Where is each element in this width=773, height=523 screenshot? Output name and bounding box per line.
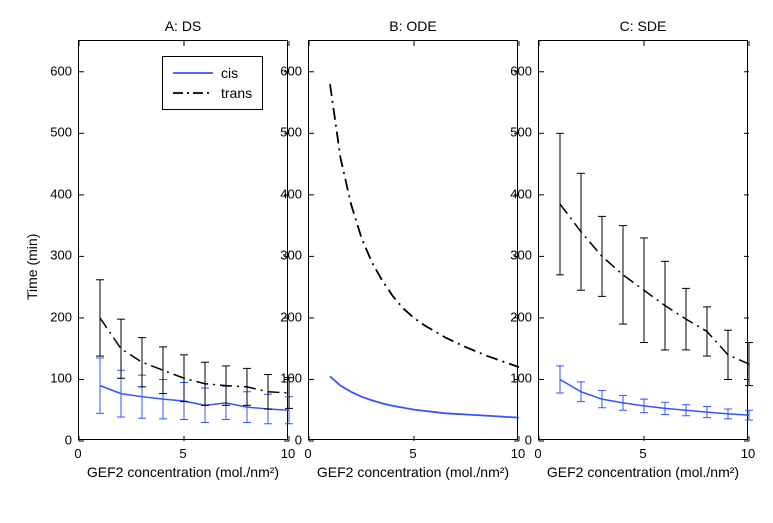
panel-a-title: A: DS (78, 18, 288, 34)
panel-c-axes (538, 40, 748, 440)
ytick-label: 200 (50, 309, 78, 324)
ytick-label: 600 (50, 63, 78, 78)
ytick-label: 400 (50, 186, 78, 201)
panel-a-xlabel: GEF2 concentration (mol./nm²) (78, 464, 288, 480)
figure: Time (min) A: DS GEF2 concentration (mol… (0, 0, 773, 523)
legend: cis trans (162, 56, 263, 110)
legend-label-trans: trans (221, 85, 252, 101)
panel-b-title: B: ODE (308, 18, 518, 34)
y-axis-label: Time (min) (24, 234, 40, 300)
ytick-label: 300 (280, 248, 308, 263)
ytick-label: 300 (50, 248, 78, 263)
xtick-label: 5 (179, 440, 186, 461)
xtick-label: 5 (639, 440, 646, 461)
legend-item-trans: trans (173, 83, 252, 103)
panel-c-xlabel: GEF2 concentration (mol./nm²) (538, 464, 748, 480)
legend-label-cis: cis (221, 65, 238, 81)
panel-b: B: ODE GEF2 concentration (mol./nm²) 010… (308, 40, 518, 440)
panel-b-xlabel: GEF2 concentration (mol./nm²) (308, 464, 518, 480)
legend-swatch-cis (173, 63, 213, 83)
xtick-label: 0 (534, 440, 541, 461)
panel-c-plot (539, 41, 749, 441)
ytick-label: 100 (50, 371, 78, 386)
ytick-label: 100 (280, 371, 308, 386)
xtick-label: 0 (74, 440, 81, 461)
xtick-label: 10 (741, 440, 755, 461)
legend-swatch-trans (173, 83, 213, 103)
xtick-label: 10 (511, 440, 525, 461)
panel-c: C: SDE GEF2 concentration (mol./nm²) 010… (538, 40, 748, 440)
ytick-label: 300 (510, 248, 538, 263)
xtick-label: 5 (409, 440, 416, 461)
legend-item-cis: cis (173, 63, 252, 83)
ytick-label: 500 (510, 125, 538, 140)
xtick-label: 0 (304, 440, 311, 461)
ytick-label: 600 (280, 63, 308, 78)
panel-b-axes (308, 40, 518, 440)
xtick-label: 10 (281, 440, 295, 461)
ytick-label: 100 (510, 371, 538, 386)
panel-a: A: DS GEF2 concentration (mol./nm²) cis … (78, 40, 288, 440)
ytick-label: 200 (510, 309, 538, 324)
ytick-label: 400 (280, 186, 308, 201)
panel-b-plot (309, 41, 519, 441)
ytick-label: 500 (280, 125, 308, 140)
ytick-label: 200 (280, 309, 308, 324)
ytick-label: 600 (510, 63, 538, 78)
ytick-label: 400 (510, 186, 538, 201)
panel-c-title: C: SDE (538, 18, 748, 34)
ytick-label: 500 (50, 125, 78, 140)
